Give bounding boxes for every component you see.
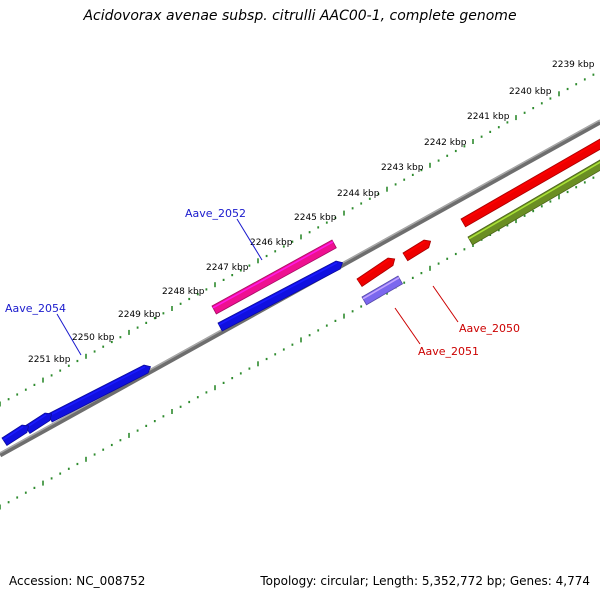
kbp-label: 2248 kbp: [162, 287, 205, 297]
feature-aave-2056[interactable]: [1, 424, 30, 447]
kbp-labels: 2239 kbp 2240 kbp 2241 kbp 2242 kbp 2243 kbp…: [28, 60, 595, 365]
kbp-label: 2249 kbp: [118, 310, 161, 320]
feature-aave-2047[interactable]: [467, 159, 600, 246]
feature-aave-2049-highlight: [403, 241, 426, 256]
genome-title: Acidovorax avenae subsp. citrulli AAC00-…: [83, 8, 517, 24]
feature-aave-2051a[interactable]: [356, 257, 396, 288]
gene-label-aave-2051[interactable]: Aave_2051: [418, 345, 479, 358]
feature-aave-2055-highlight: [25, 414, 47, 429]
feature-aave-2056-highlight: [2, 426, 24, 441]
kbp-label: 2247 kbp: [206, 263, 249, 273]
label-connectors: [56, 218, 459, 356]
connector-aave-2054: [56, 313, 82, 356]
gene-label-aave-2050[interactable]: Aave_2050: [459, 322, 520, 335]
feature-aave-2054[interactable]: [47, 364, 152, 423]
kbp-label: 2243 kbp: [381, 163, 424, 173]
kbp-label: 2242 kbp: [424, 138, 467, 148]
kbp-label: 2251 kbp: [28, 355, 71, 365]
feature-aave-2052-highlight: [218, 262, 338, 326]
kbp-label: 2244 kbp: [337, 189, 380, 199]
gene-label-aave-2054[interactable]: Aave_2054: [5, 302, 66, 315]
accession-text: Accession: NC_008752: [9, 574, 146, 588]
feature-aave-2049[interactable]: [402, 239, 432, 262]
connector-aave-2051: [394, 307, 421, 345]
kbp-label: 2239 kbp: [552, 60, 595, 70]
feature-aave-2054-highlight: [48, 366, 146, 417]
feature-aave-2055[interactable]: [24, 412, 53, 435]
feature-aave-2052[interactable]: [217, 260, 344, 332]
feature-aave-2053-highlight: [212, 241, 334, 309]
gene-label-aave-2052[interactable]: Aave_2052: [185, 207, 246, 220]
kbp-label: 2241 kbp: [467, 112, 510, 122]
outer-tick-track: [0, 73, 595, 407]
connector-aave-2052: [236, 218, 263, 261]
kbp-label: 2250 kbp: [72, 333, 115, 343]
feature-aave-2051b[interactable]: [361, 275, 404, 306]
kbp-label: 2240 kbp: [509, 87, 552, 97]
feature-aave-2051b-highlight: [362, 277, 400, 300]
feature-aave-2047-highlight: [468, 161, 600, 240]
genome-summary-text: Topology: circular; Length: 5,352,772 bp…: [260, 574, 590, 588]
kbp-label: 2246 kbp: [250, 238, 293, 248]
feature-aave-2048-highlight: [461, 140, 600, 222]
gene-features: [1, 138, 600, 447]
connector-aave-2050: [432, 285, 459, 323]
kbp-label: 2245 kbp: [294, 213, 337, 223]
feature-aave-2051a-highlight: [357, 259, 390, 282]
feature-aave-2053[interactable]: [211, 239, 337, 315]
